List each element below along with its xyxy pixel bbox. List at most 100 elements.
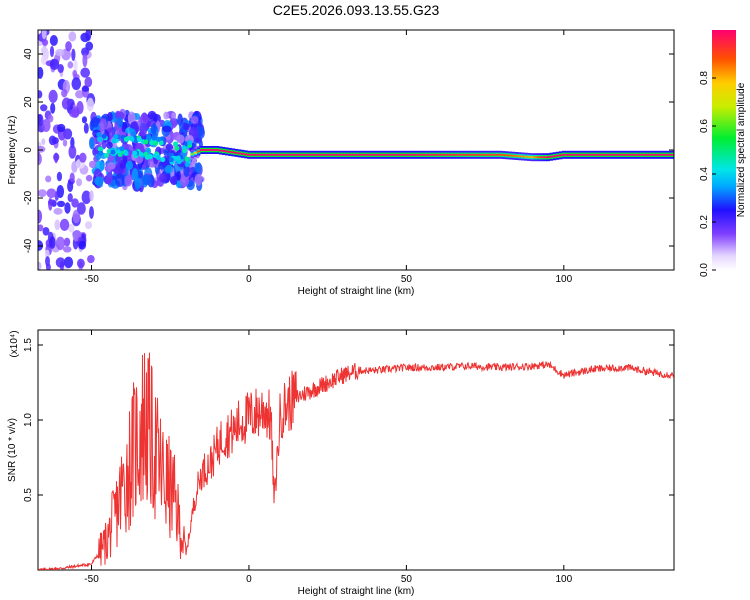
heatmap-cell [495,153,500,156]
heatmap-xlabel: Height of straight line (km) [298,286,415,297]
heatmap-cell [86,97,94,112]
heatmap-cell [48,89,58,103]
heatmap-cell [650,153,654,156]
colorbar-ticks: 0.0 0.2 0.4 0.6 0.8 [699,71,716,277]
heatmap-cell [119,162,126,169]
heatmap-cell [423,153,428,156]
heatmap-cell [89,190,94,202]
heatmap-cell [68,145,77,159]
heatmap-cell [142,173,152,186]
heatmap-cell [47,199,57,206]
heatmap-cell [136,137,142,143]
heatmap-cell [533,156,538,159]
heatmap-cell [332,153,336,156]
heatmap-cell [54,152,59,164]
heatmap-cell [606,153,610,156]
heatmap-cell [196,150,201,153]
heatmap-cell [122,155,128,163]
heatmap-cell [546,156,550,159]
y-tick-label: -40 [23,238,34,253]
heatmap-cell [45,175,52,183]
heatmap-cell [656,153,661,156]
heatmap-cell [64,202,71,214]
heatmap-cell [628,153,632,156]
heatmap-cell [182,148,188,154]
heatmap-cell [429,153,434,156]
heatmap-cell [288,153,292,156]
heatmap-cell [527,156,531,158]
heatmap-cell [272,153,276,156]
x-tick-label: 100 [555,574,572,585]
heatmap-cell [131,168,139,181]
heatmap-cell [420,153,424,156]
heatmap-cell [158,140,164,146]
colorbar-tick-label: 0.2 [699,215,710,229]
heatmap-axis-ticks: -50 0 50 100 -40 -20 0 20 40 [23,30,674,285]
y-tick-label: 1.0 [23,413,34,427]
heatmap-cell [83,122,89,134]
heatmap-cell [319,153,324,156]
heatmap-cell [38,224,44,232]
heatmap-cell [127,111,136,125]
heatmap-cell [414,153,418,156]
heatmap-cell [624,153,629,156]
heatmap-cell [376,153,380,156]
heatmap-cell [417,153,421,156]
heatmap-cell [458,153,462,156]
heatmap-cell [511,154,516,157]
heatmap-cell [72,209,81,224]
heatmap-cell [123,150,129,156]
heatmap-cell [187,140,193,146]
heatmap-cell [48,236,56,249]
heatmap-cell [571,153,576,156]
heatmap-cell [461,153,465,156]
heatmap-cell [543,156,547,159]
heatmap-cell [203,149,207,151]
heatmap-cell [72,70,78,78]
heatmap-cell [76,202,86,215]
heatmap-cell [129,136,135,142]
heatmap-cell [71,48,76,61]
heatmap-cell [117,116,124,128]
heatmap-cell [84,76,93,88]
heatmap-cell [284,153,289,156]
heatmap-cell [51,137,59,144]
heatmap-cell [115,173,125,188]
heatmap-cell [153,140,159,146]
heatmap-cell [404,153,409,156]
heatmap-cell [85,174,93,182]
heatmap-cell [144,154,150,160]
heatmap-cell [38,66,44,79]
heatmap-cell [401,153,406,156]
heatmap-cell [106,172,113,186]
y-tick-label: -20 [23,190,34,205]
heatmap-cell [76,178,83,187]
heatmap-cell [50,102,56,114]
heatmap-cell [174,145,180,151]
heatmap-cell [184,156,190,162]
heatmap-cell [150,123,157,135]
heatmap-cell [379,153,383,156]
colorbar: 0.0 0.2 0.4 0.6 0.8 Normalized spectral ampl… [699,30,747,277]
heatmap-cells [38,30,674,270]
heatmap-cell [106,141,113,149]
heatmap-cell [253,153,258,156]
heatmap-cell [580,153,585,156]
heatmap-cell [373,153,377,156]
heatmap-cell [480,153,484,156]
heatmap-cell [63,237,71,247]
heatmap-cell [609,153,613,156]
heatmap-cell [124,127,134,134]
heatmap-cell [196,126,205,139]
heatmap-cell [256,153,261,156]
heatmap-cell [38,261,42,270]
heatmap-cell [38,113,44,127]
heatmap-cell [98,177,104,188]
heatmap-cell [80,67,91,78]
heatmap-cell [407,153,412,156]
heatmap-cell [49,58,60,70]
heatmap-cell [344,153,349,156]
heatmap-cell [40,46,47,54]
heatmap-cell [163,148,168,157]
heatmap-cell [56,123,66,133]
